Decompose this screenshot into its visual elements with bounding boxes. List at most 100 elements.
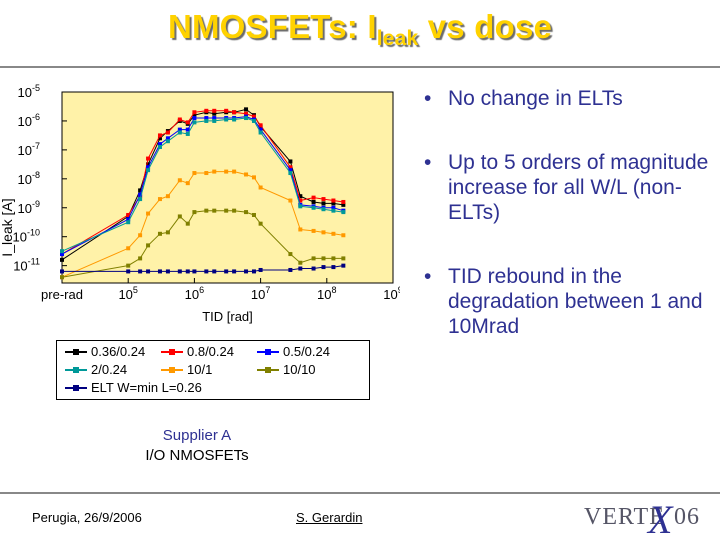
data-point	[341, 202, 346, 207]
data-point	[146, 211, 151, 216]
y-tick-label: 10-9	[18, 199, 40, 216]
data-point	[311, 266, 316, 271]
data-point	[185, 131, 190, 136]
data-point	[185, 120, 190, 125]
data-point	[232, 269, 237, 274]
data-point	[258, 185, 263, 190]
data-point	[298, 266, 303, 271]
data-point	[192, 120, 197, 125]
data-point	[298, 227, 303, 232]
data-point	[157, 197, 162, 202]
x-tick-label: 107	[251, 285, 270, 302]
data-point	[212, 111, 217, 116]
data-point	[157, 142, 162, 147]
series-line	[61, 171, 344, 278]
data-point	[60, 249, 64, 254]
chart-legend: 0.36/0.24 0.8/0.24 0.5/0.24 2/0.24 10/1 10/10…	[56, 340, 370, 400]
data-point	[331, 256, 336, 261]
data-point	[288, 165, 293, 170]
data-point	[138, 197, 143, 202]
data-point	[146, 243, 151, 248]
data-point	[212, 269, 217, 274]
data-point	[192, 210, 197, 215]
data-point	[331, 265, 336, 270]
leakage-chart: pre-rad 105 106 107 108 109 10-5 10-6 10-7 10-8 10…	[0, 83, 400, 324]
data-point	[185, 181, 190, 186]
legend-item: 0.8/0.24	[161, 343, 261, 361]
data-point	[165, 194, 170, 199]
legend-label: 2/0.24	[91, 362, 128, 377]
data-point	[232, 117, 237, 122]
data-point	[258, 123, 263, 128]
legend-item: 0.5/0.24	[257, 343, 357, 361]
data-point	[251, 114, 256, 119]
y-tick-label: 10-11	[13, 257, 40, 274]
data-point	[146, 269, 151, 274]
bullet-item: No change in ELTs	[420, 86, 720, 111]
data-point	[251, 269, 256, 274]
data-point	[138, 192, 143, 197]
caption-supplier: Supplier A	[162, 427, 232, 444]
top-divider	[0, 66, 720, 68]
data-point	[212, 169, 217, 174]
y-tick-label: 10-8	[18, 170, 40, 187]
data-point	[165, 230, 170, 235]
data-point	[60, 257, 64, 262]
legend-marker	[265, 367, 271, 373]
data-point	[204, 116, 209, 121]
legend-marker	[73, 367, 79, 373]
plot-area	[61, 91, 394, 284]
data-point	[321, 265, 326, 270]
legend-label: ELT W=min L=0.26	[91, 380, 202, 395]
x-tick-label: 106	[185, 285, 204, 302]
data-point	[311, 195, 316, 200]
data-point	[126, 269, 131, 274]
data-point	[138, 256, 143, 261]
data-point	[258, 130, 263, 135]
legend-label: 0.5/0.24	[283, 344, 330, 359]
data-point	[192, 116, 197, 121]
data-point	[157, 269, 162, 274]
bullet-item: Up to 5 orders of magnitude increase for…	[420, 150, 720, 225]
data-point	[177, 269, 182, 274]
data-point	[126, 217, 131, 222]
legend-label: 0.36/0.24	[91, 344, 146, 359]
data-point	[224, 169, 229, 174]
data-point	[298, 260, 303, 265]
legend-label: 10/10	[283, 362, 316, 377]
data-point	[138, 269, 143, 274]
y-tick-label: 10-7	[18, 141, 40, 158]
y-tick-label: 10-5	[18, 83, 40, 100]
data-point	[192, 171, 197, 176]
data-point	[311, 228, 316, 233]
data-point	[126, 220, 131, 225]
bottom-divider	[0, 492, 720, 494]
data-point	[60, 275, 64, 280]
data-point	[251, 212, 256, 217]
data-point	[165, 136, 170, 141]
data-point	[126, 246, 131, 251]
y-tick-label: 10-6	[18, 112, 40, 129]
data-point	[331, 198, 336, 203]
data-point	[298, 204, 303, 209]
y-axis-label: I_leak [A]	[0, 198, 15, 256]
data-point	[244, 269, 249, 274]
data-point	[177, 130, 182, 135]
data-point	[244, 210, 249, 215]
data-point	[138, 233, 143, 238]
footer-author: S. Gerardin	[296, 510, 363, 525]
data-point	[212, 208, 217, 213]
data-point	[288, 198, 293, 203]
data-point	[157, 144, 162, 149]
data-point	[288, 168, 293, 173]
data-point	[244, 116, 249, 121]
data-point	[157, 136, 162, 141]
legend-marker	[73, 385, 79, 391]
data-point	[185, 221, 190, 226]
data-point	[258, 221, 263, 226]
data-point	[192, 269, 197, 274]
data-point	[331, 205, 336, 210]
data-point	[232, 169, 237, 174]
legend-item: 10/1	[161, 361, 261, 379]
legend-item: 0.36/0.24	[65, 343, 165, 361]
